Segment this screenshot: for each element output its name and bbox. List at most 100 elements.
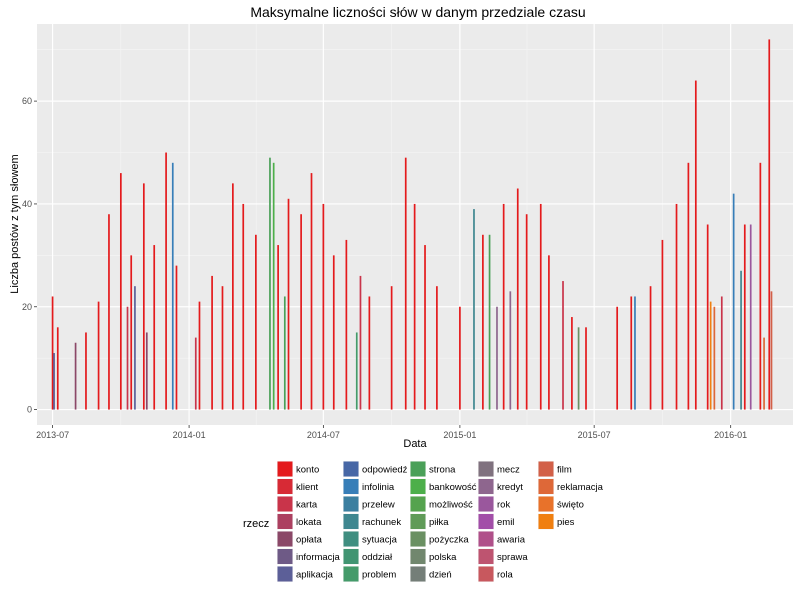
bar (130, 255, 133, 410)
bar (171, 162, 174, 410)
legend-item: awaria (478, 531, 526, 547)
legend-item: karta (277, 496, 318, 512)
bar (108, 214, 110, 410)
bar (675, 203, 678, 410)
bar (459, 306, 461, 410)
legend-swatch (343, 514, 359, 529)
legend-item: mecz (478, 461, 520, 477)
legend-item: rok (478, 496, 510, 512)
bar (548, 255, 550, 410)
bar (488, 234, 491, 410)
legend-item: pies (538, 513, 575, 530)
legend-swatch (277, 514, 293, 529)
legend-swatch (410, 514, 426, 529)
legend-label: emil (497, 517, 514, 528)
bar (198, 301, 201, 410)
bar (763, 337, 765, 410)
y-axis-ticks: 0 20 40 60 (22, 96, 37, 415)
bar (706, 224, 709, 410)
legend-item: rachunek (343, 513, 401, 530)
bar (577, 327, 580, 410)
legend-item: informacja (277, 548, 341, 565)
legend-item: oddział (343, 548, 393, 565)
legend-item: emil (478, 513, 514, 530)
bar (585, 327, 587, 410)
legend-label: mecz (497, 465, 520, 476)
bar (630, 296, 633, 410)
legend-swatch (538, 514, 554, 529)
bar (759, 162, 762, 410)
bar (687, 162, 690, 410)
legend-swatch (343, 461, 359, 477)
legend-swatch (478, 549, 494, 564)
y-tick-label: 60 (22, 96, 32, 106)
bar (509, 291, 512, 410)
legend-swatch (343, 566, 359, 582)
legend-item: piłka (410, 513, 449, 530)
legend-swatch (410, 461, 426, 477)
legend-swatch (478, 496, 494, 512)
x-axis-ticks: 2013-07 2014-01 2014-07 2015-01 2015-07 2016-… (36, 425, 747, 440)
bar (502, 203, 505, 410)
bar (269, 157, 271, 410)
legend-swatch (478, 514, 494, 529)
bar (322, 203, 325, 410)
legend-label: aplikacja (296, 570, 334, 581)
legend-label: możliwość (429, 500, 473, 511)
bar (743, 224, 746, 410)
y-axis-title: Liczba postów z tym słowem (9, 154, 21, 293)
legend-item: polska (410, 548, 457, 565)
bar (272, 162, 275, 410)
bar (277, 245, 279, 410)
legend-item: odpowiedź (343, 461, 408, 477)
bar (145, 332, 148, 410)
legend-swatch (410, 479, 426, 494)
legend-swatch (343, 549, 359, 564)
bar (539, 203, 542, 410)
bar (165, 152, 167, 410)
legend-item: film (538, 461, 572, 477)
chart-title: Maksymalne liczności słów w danym przedz… (250, 4, 585, 20)
legend-label: infolinia (362, 482, 395, 493)
legend-label: polska (429, 552, 457, 563)
legend-label: sytuacja (362, 535, 398, 546)
legend-swatch (478, 566, 494, 582)
legend-swatch (343, 531, 359, 547)
bar (283, 296, 286, 410)
legend-label: film (557, 465, 572, 476)
bar (56, 327, 59, 410)
bar (300, 214, 302, 410)
bar (232, 183, 234, 410)
legend-label: strona (429, 465, 456, 476)
bar (616, 306, 619, 410)
legend-swatch (478, 461, 494, 477)
legend-label: bankowość (429, 482, 477, 493)
bar (634, 296, 636, 410)
legend-label: opłata (296, 535, 323, 546)
legend-swatch (538, 479, 554, 494)
legend-label: karta (296, 500, 318, 511)
bar (142, 183, 145, 410)
legend-label: święto (557, 500, 584, 511)
legend-label: lokata (296, 517, 322, 528)
legend-label: rola (497, 570, 514, 581)
bar (413, 203, 416, 410)
legend-label: konto (296, 465, 319, 476)
legend-item: sprawa (478, 548, 528, 565)
bar (119, 173, 122, 410)
legend-label: awaria (497, 535, 526, 546)
bar (709, 301, 712, 410)
bar (749, 224, 752, 410)
bar (97, 301, 100, 410)
legend-label: informacja (296, 552, 341, 563)
legend-label: pies (557, 517, 575, 528)
bar (694, 80, 697, 410)
legend: rzecz konto klient karta lokata opłata inform… (243, 461, 604, 582)
bar (51, 296, 54, 410)
bar (211, 275, 213, 410)
bar (194, 337, 197, 410)
legend-item: lokata (277, 513, 322, 530)
legend-swatch (410, 549, 426, 564)
